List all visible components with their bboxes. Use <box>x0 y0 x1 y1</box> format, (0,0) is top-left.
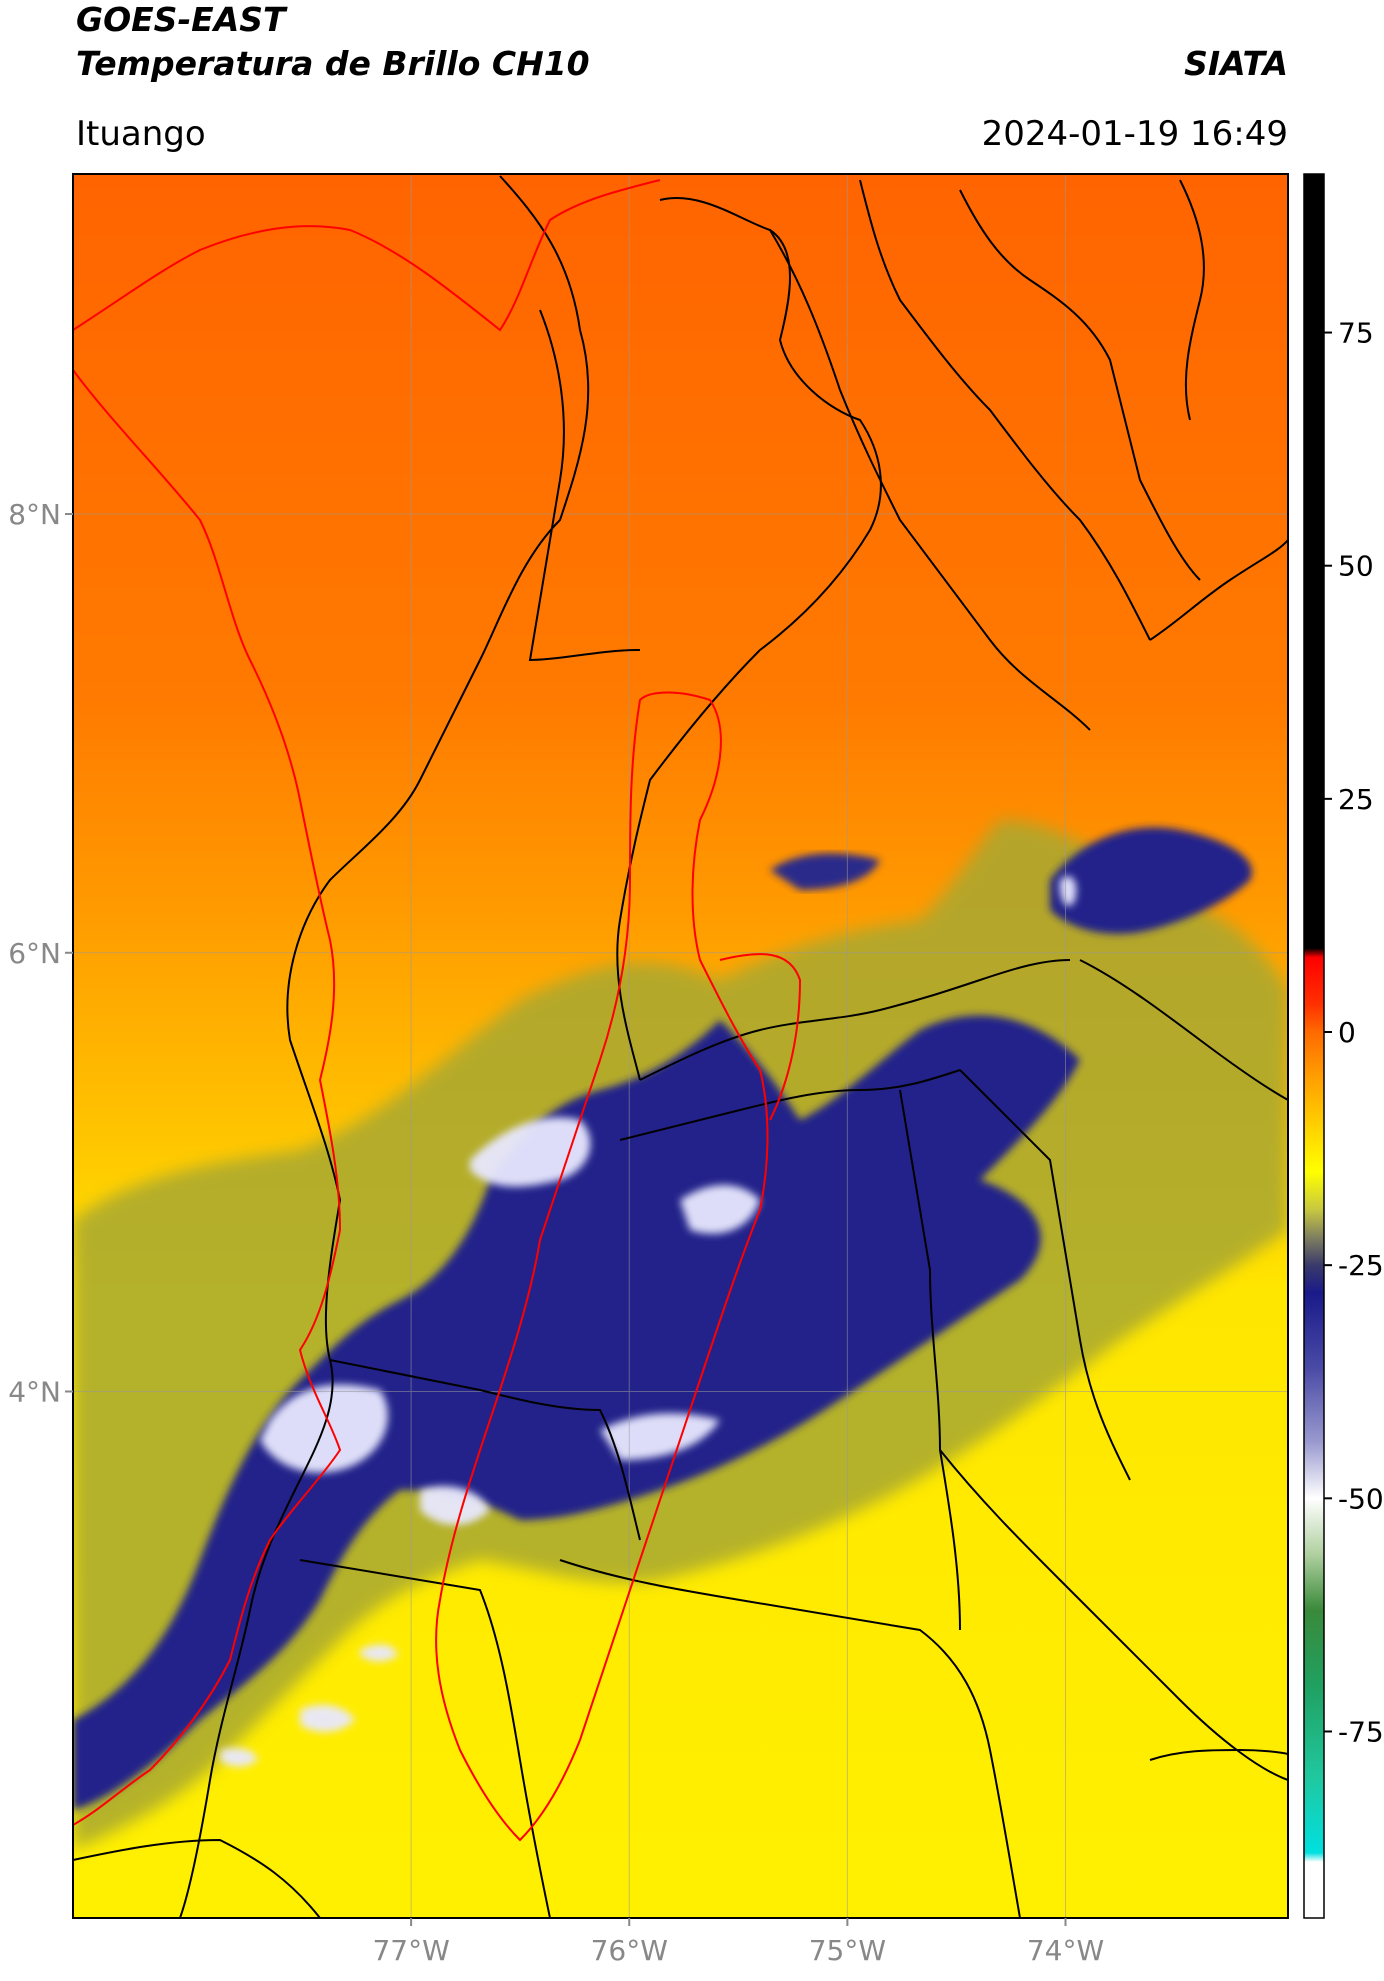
lon-tick-label-3: 74°W <box>1027 1934 1104 1967</box>
boundary-caldas <box>619 1069 961 1141</box>
boundary-antioquia-west <box>179 175 590 1918</box>
lat-tick-label-0: 8°N <box>8 498 61 531</box>
colorbar-tick-label-5: -50 <box>1338 1482 1384 1515</box>
pacific-coastline <box>73 369 342 1826</box>
caribbean-coastline <box>73 179 661 332</box>
colorbar-tick-label-1: 50 <box>1338 550 1374 583</box>
river-basins <box>73 179 802 1842</box>
colorbar-tick-label-4: -25 <box>1338 1249 1384 1282</box>
cauca-basin-east <box>719 953 802 1121</box>
boundary-cundinamarca <box>959 1069 1131 1481</box>
lon-tick-labels: 77°W 76°W 75°W 74°W <box>372 1918 1104 1967</box>
admin-boundaries <box>73 175 1288 1918</box>
lon-tick-label-0: 77°W <box>372 1934 449 1967</box>
colorbar-tick-label-6: -75 <box>1338 1715 1384 1748</box>
lon-tick-label-1: 76°W <box>591 1934 668 1967</box>
boundary-bolivar <box>769 229 1091 731</box>
cloud-deep <box>73 1015 1080 1810</box>
brand-label: SIATA <box>1184 44 1288 83</box>
map-gridlines <box>73 174 1288 1918</box>
colorbar-tick-label-3: 0 <box>1338 1016 1356 1049</box>
lat-tick-label-1: 6°N <box>8 937 61 970</box>
cauca-basin <box>435 691 769 1842</box>
lat-tick-labels: 8°N 6°N 4°N <box>8 498 73 1409</box>
boundary-cesar <box>959 189 1201 581</box>
map-plot-area <box>73 174 1288 1918</box>
boundary-venezuela <box>1149 539 1288 641</box>
boundary-narino <box>73 1838 321 1918</box>
title-product: Temperatura de Brillo CH10 <box>76 44 590 83</box>
boundary-tolima <box>899 1089 961 1631</box>
boundary-ne-coast <box>1179 179 1205 421</box>
lat-tick-label-2: 4°N <box>8 1376 61 1409</box>
timestamp-label: 2024-01-19 16:49 <box>981 114 1288 154</box>
boundary-east-frame <box>1149 1748 1288 1761</box>
cloud-deep-east <box>1050 827 1252 934</box>
title-satellite: GOES-EAST <box>76 0 286 39</box>
colorbar-tick-label-2: 25 <box>1338 783 1374 816</box>
boundary-cordoba <box>528 309 641 662</box>
colorbar <box>1303 173 1325 1919</box>
boundary-huila <box>559 1559 1021 1918</box>
boundary-meta <box>939 1449 1288 1781</box>
boundary-cauca <box>299 1559 551 1918</box>
boundary-valle <box>329 1359 641 1541</box>
lon-tick-label-2: 75°W <box>809 1934 886 1967</box>
boundary-boyaca <box>1079 959 1288 1101</box>
region-label: Ituango <box>76 114 206 154</box>
colorbar-ticks: 75 50 25 0 -25 -50 -75 <box>1324 317 1384 1748</box>
boundary-central <box>639 959 1071 1081</box>
boundary-santander <box>859 179 1151 641</box>
colorbar-tick-label-0: 75 <box>1338 317 1374 350</box>
map-frame <box>72 173 1289 1919</box>
cloud-deep-north <box>770 853 880 890</box>
